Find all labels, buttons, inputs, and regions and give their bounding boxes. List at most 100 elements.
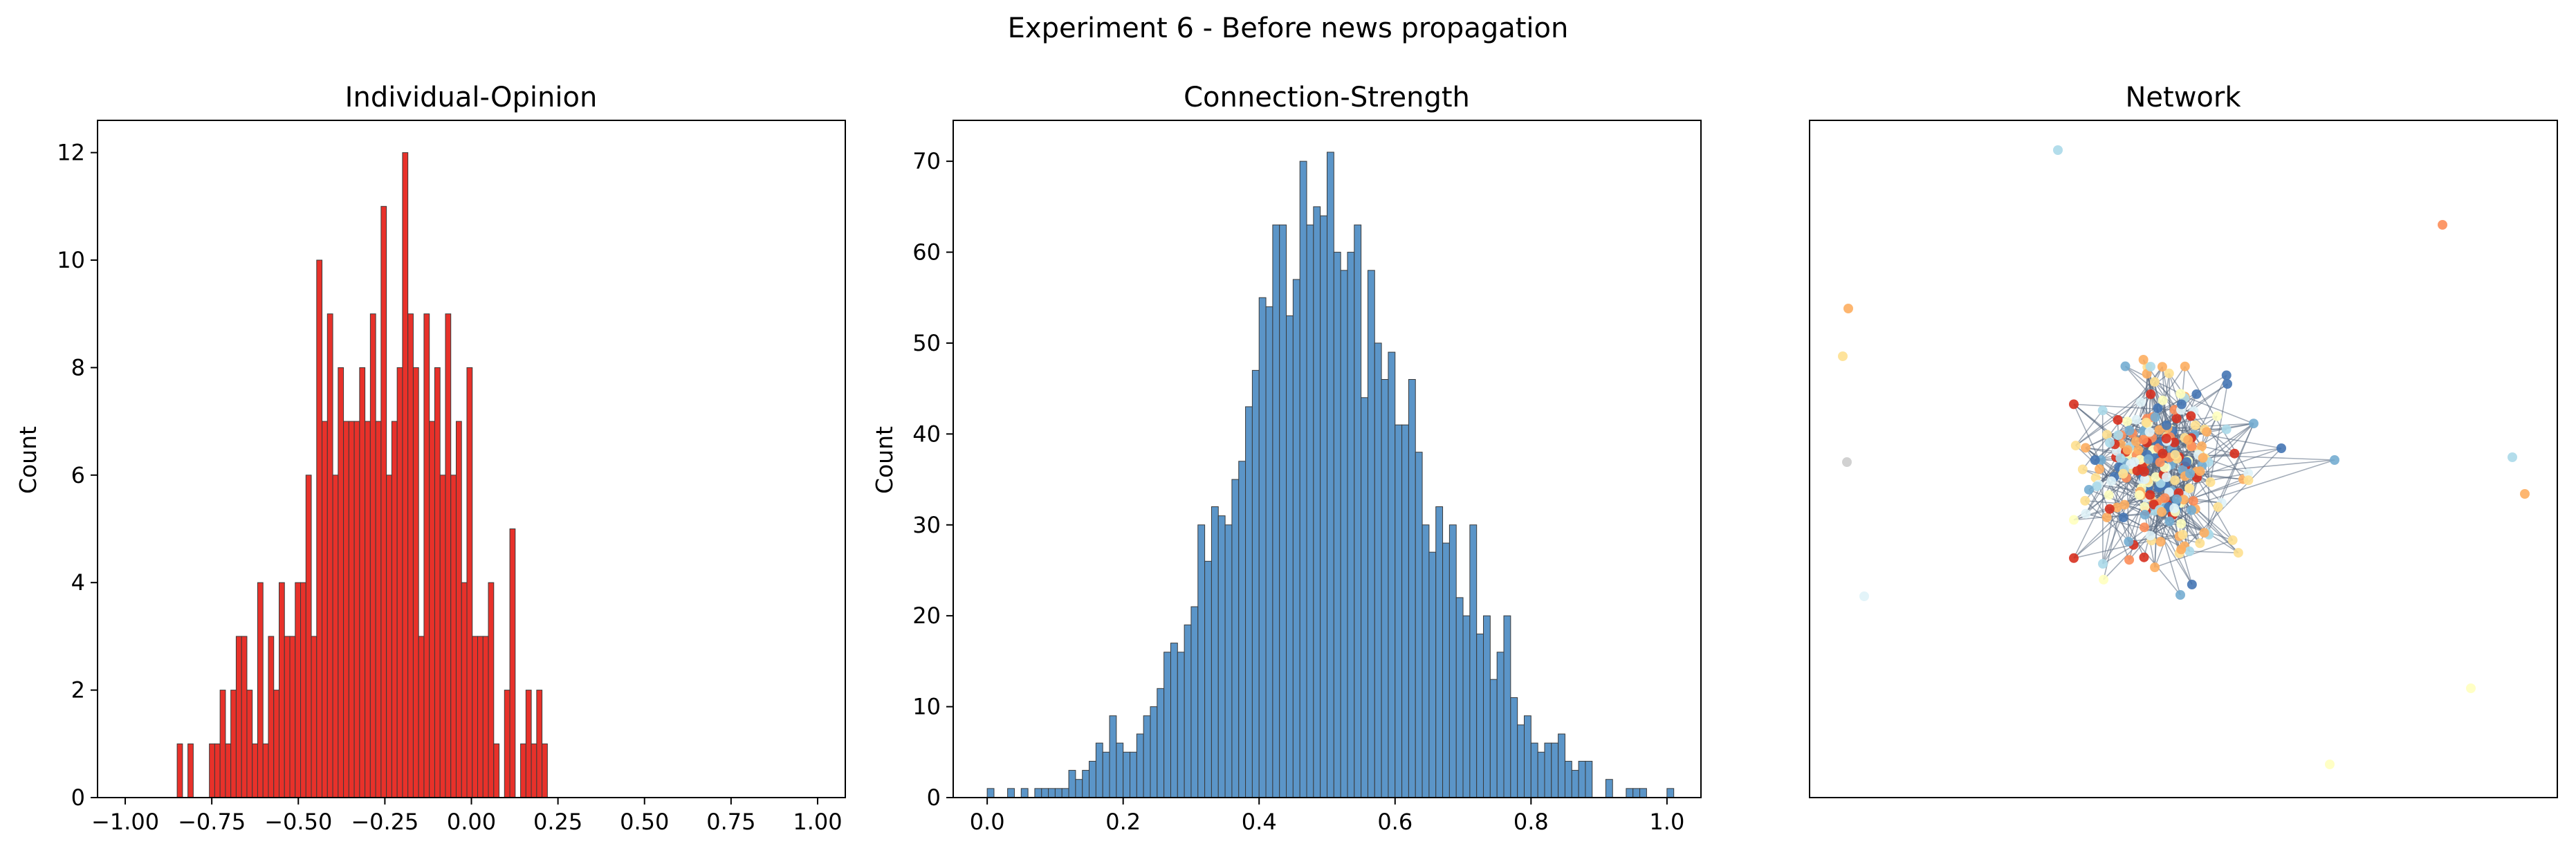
network-node bbox=[2187, 580, 2197, 589]
histogram-bar bbox=[1408, 379, 1416, 798]
network-node bbox=[2202, 427, 2212, 437]
opinion-histogram-title: Individual-Opinion bbox=[345, 82, 598, 113]
histogram-bar bbox=[311, 636, 318, 798]
network-node bbox=[2149, 377, 2160, 387]
histogram-bar bbox=[1558, 733, 1565, 798]
histogram-bar bbox=[1564, 760, 1572, 798]
network-node bbox=[2124, 555, 2135, 565]
histogram-bar bbox=[488, 582, 495, 798]
histogram-bar bbox=[348, 421, 355, 798]
network-edge bbox=[2189, 551, 2238, 553]
histogram-bar bbox=[1523, 715, 1531, 798]
network-isolated-node bbox=[2438, 220, 2447, 230]
network-node bbox=[2118, 513, 2128, 523]
histogram-bar bbox=[1422, 524, 1430, 798]
network-node bbox=[2183, 434, 2193, 445]
network-panel: Network bbox=[1809, 82, 2558, 798]
histogram-bar bbox=[986, 788, 995, 798]
network-node bbox=[2122, 416, 2133, 427]
x-tick-label: −0.50 bbox=[264, 809, 332, 835]
histogram-bar bbox=[219, 690, 226, 798]
network-graph bbox=[1838, 145, 2530, 769]
histogram-bar bbox=[1313, 206, 1321, 798]
histogram-bar bbox=[1483, 615, 1491, 798]
histogram-bar bbox=[1048, 788, 1056, 798]
histogram-bar bbox=[1489, 679, 1498, 798]
histogram-bar bbox=[391, 421, 398, 798]
histogram-bar bbox=[482, 636, 489, 798]
strength-histogram-ticks: 0.0 0.2 0.4 0.6 0.8 1.0 0 10 20 30 40 50 60 70 bbox=[912, 148, 1684, 835]
x-tick-label: 0.25 bbox=[533, 809, 582, 835]
network-node bbox=[2118, 468, 2128, 479]
histogram-bar bbox=[1374, 342, 1382, 798]
network-node bbox=[2131, 436, 2141, 447]
x-tick-label: 0.0 bbox=[970, 809, 1005, 835]
network-node bbox=[2140, 474, 2150, 484]
network-node bbox=[2098, 559, 2108, 569]
histogram-bar bbox=[1381, 379, 1389, 798]
y-tick-label: 4 bbox=[71, 569, 85, 596]
network-node bbox=[2161, 434, 2171, 444]
network-node bbox=[2198, 452, 2208, 463]
network-node bbox=[2112, 502, 2122, 513]
network-node bbox=[2162, 420, 2172, 430]
network-node bbox=[2092, 481, 2102, 492]
histogram-bar bbox=[1217, 515, 1226, 798]
strength-histogram-ylabel: Count bbox=[871, 426, 898, 494]
network-node bbox=[2069, 399, 2079, 410]
network-node bbox=[2141, 417, 2151, 428]
network-node bbox=[2176, 544, 2187, 555]
y-tick-label: 50 bbox=[912, 330, 941, 356]
network-node bbox=[2129, 457, 2140, 467]
histogram-bar bbox=[1082, 770, 1090, 798]
opinion-histogram-bars bbox=[176, 152, 548, 798]
x-tick-label: 0.8 bbox=[1514, 809, 1549, 835]
histogram-bar bbox=[1177, 652, 1185, 798]
histogram-bar bbox=[241, 636, 248, 798]
histogram-bar bbox=[509, 528, 516, 798]
network-node bbox=[2140, 502, 2150, 512]
network-isolated-node bbox=[2520, 489, 2530, 499]
network-node bbox=[2156, 507, 2166, 517]
histogram-bar bbox=[209, 743, 215, 798]
opinion-histogram-panel: Individual-Opinion Count −1.00 −0.75 −0.50… bbox=[15, 82, 846, 835]
histogram-bar bbox=[1007, 788, 1015, 798]
histogram-bar bbox=[1279, 224, 1287, 798]
histogram-bar bbox=[1578, 760, 1586, 798]
network-node bbox=[2205, 477, 2216, 488]
network-node bbox=[2144, 427, 2155, 437]
histogram-bar bbox=[1089, 760, 1096, 798]
network-node bbox=[2099, 574, 2109, 585]
histogram-bar bbox=[477, 636, 484, 798]
histogram-bar bbox=[1170, 643, 1178, 798]
y-tick-label: 20 bbox=[912, 603, 941, 629]
network-node bbox=[2095, 464, 2105, 475]
histogram-bar bbox=[1333, 252, 1341, 798]
histogram-bar bbox=[1571, 770, 1579, 798]
network-node bbox=[2150, 562, 2160, 573]
network-node bbox=[2120, 361, 2131, 371]
histogram-bar bbox=[1190, 606, 1199, 798]
network-node bbox=[2190, 420, 2200, 430]
network-isolated-node bbox=[2325, 760, 2335, 769]
histogram-bar bbox=[1020, 788, 1029, 798]
x-tick-label: −0.25 bbox=[351, 809, 418, 835]
network-node bbox=[2171, 413, 2182, 423]
histogram-bar bbox=[305, 475, 312, 798]
histogram-bar bbox=[1340, 270, 1348, 798]
network-isolated-node bbox=[1843, 304, 1853, 313]
network-node bbox=[2122, 445, 2133, 455]
histogram-bar bbox=[1448, 524, 1457, 798]
network-isolated-node bbox=[2466, 683, 2476, 693]
network-node bbox=[2135, 397, 2146, 407]
histogram-bar bbox=[1442, 542, 1450, 798]
y-tick-label: 0 bbox=[927, 784, 941, 811]
histogram-bar bbox=[461, 582, 468, 798]
histogram-bar bbox=[225, 743, 232, 798]
histogram-bar bbox=[1123, 751, 1131, 798]
network-node bbox=[2187, 505, 2197, 515]
network-frame bbox=[1809, 120, 2558, 798]
histogram-bar bbox=[542, 743, 548, 798]
x-tick-label: 0.00 bbox=[447, 809, 496, 835]
network-node bbox=[2153, 403, 2163, 414]
